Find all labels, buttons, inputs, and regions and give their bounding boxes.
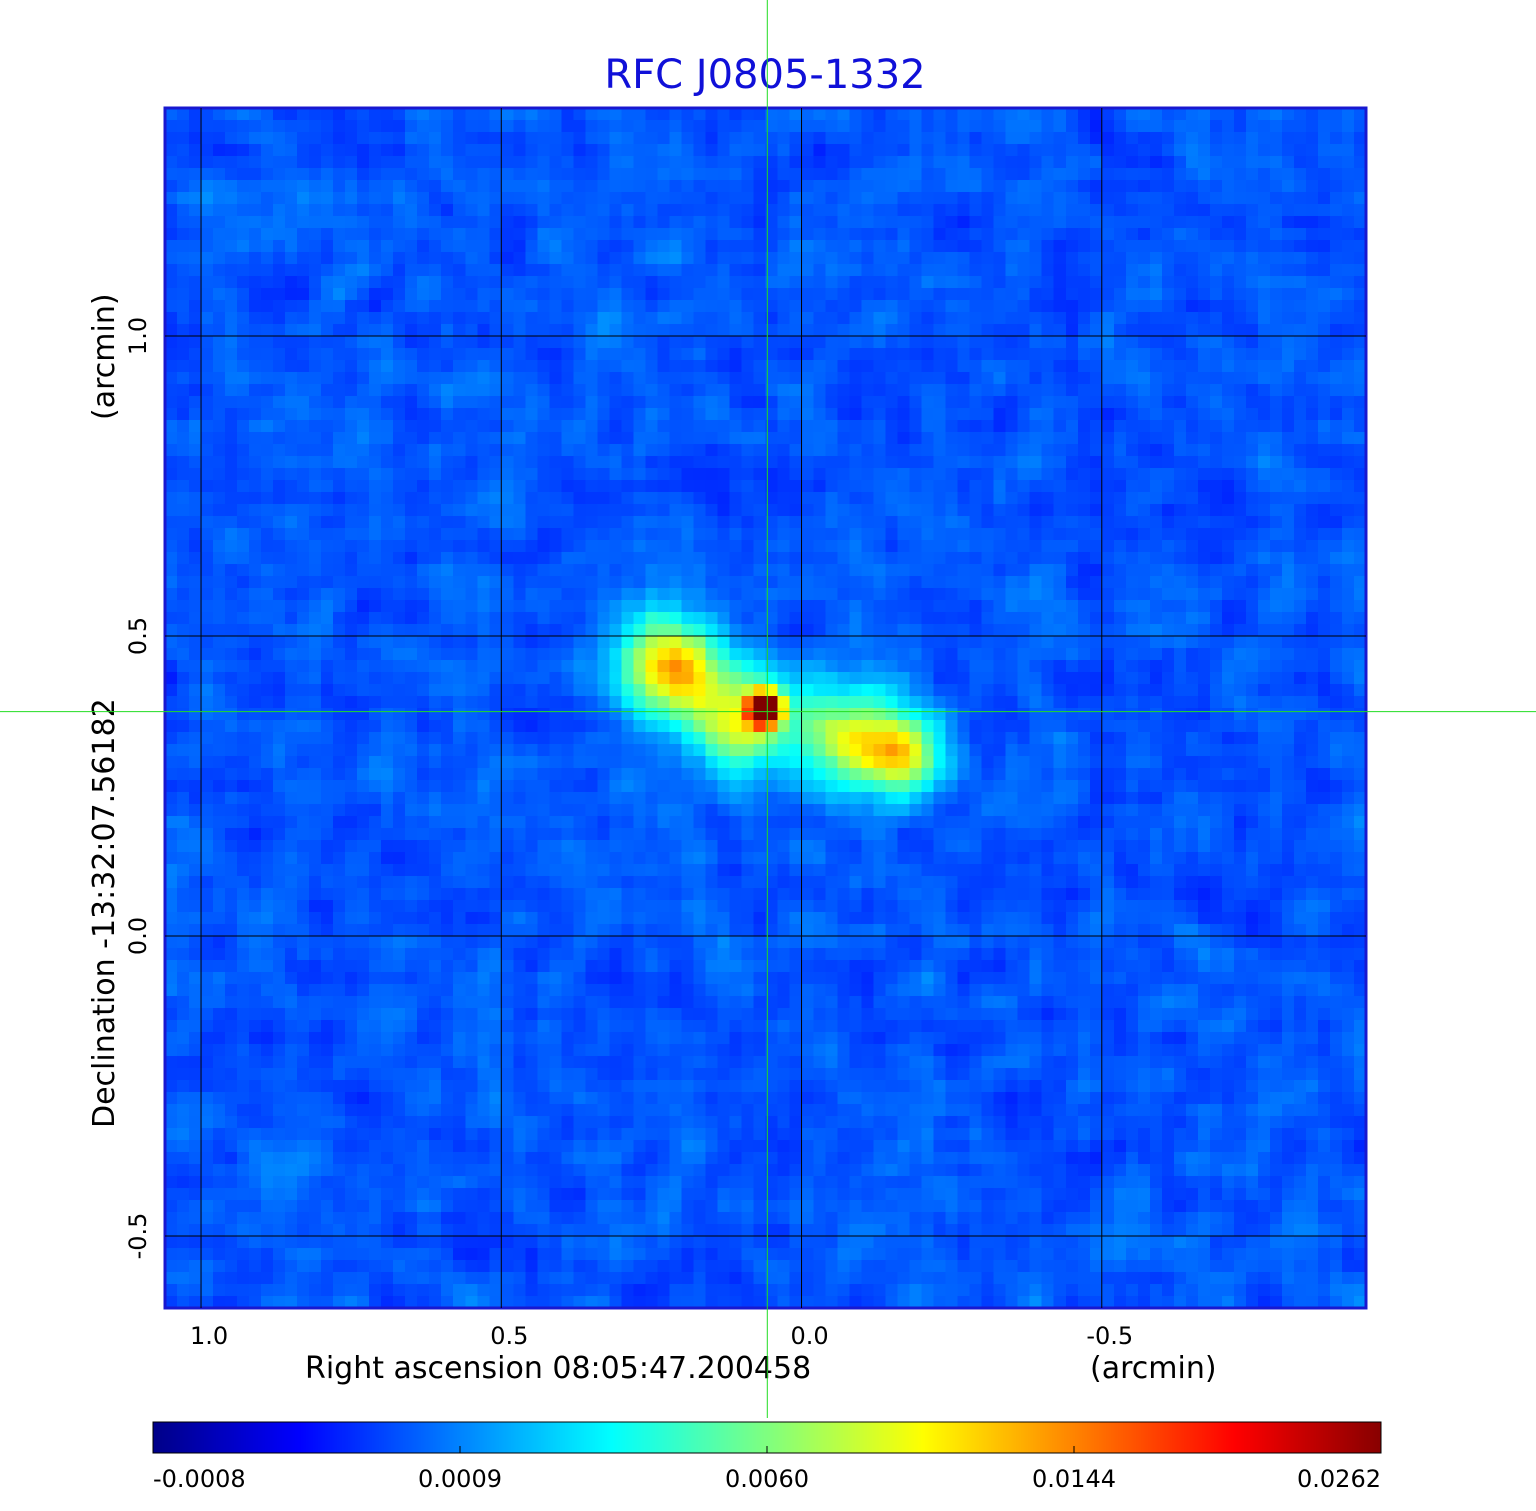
y-axis-unit: (arcmin) [87, 293, 122, 420]
colorbar: -0.0008 0.0009 0.0060 0.0144 0.0262 [152, 1421, 1382, 1493]
y-tick-labels: 1.0 0.5 0.0 -0.5 [124, 317, 152, 1260]
x-axis-label: Right ascension 08:05:47.200458 [305, 1351, 811, 1386]
x-axis-unit: (arcmin) [1090, 1351, 1217, 1386]
crosshair [0, 0, 1536, 1418]
y-tick-label: 0.0 [124, 917, 152, 955]
colorbar-tick-label: 0.0144 [1032, 1465, 1116, 1493]
chart-title: RFC J0805-1332 [604, 52, 925, 98]
colorbar-tick-label: 0.0060 [725, 1465, 809, 1493]
colorbar-tick-label: 0.0009 [418, 1465, 502, 1493]
y-tick-label: -0.5 [124, 1213, 152, 1260]
colorbar-tick-labels: -0.0008 0.0009 0.0060 0.0144 0.0262 [152, 1446, 1382, 1493]
plot-frame [163, 106, 1368, 1310]
x-tick-label: 1.0 [190, 1322, 228, 1350]
x-tick-labels: 1.0 0.5 0.0 -0.5 [190, 1322, 1133, 1350]
colorbar-tick-label: -0.0008 [153, 1465, 246, 1493]
y-tick-label: 0.5 [124, 617, 152, 655]
x-tick-label: 0.0 [790, 1322, 828, 1350]
plot-area [163, 106, 1368, 1310]
intensity-map [165, 108, 1366, 1308]
grid-lines [165, 108, 1366, 1308]
x-tick-label: -0.5 [1086, 1322, 1133, 1350]
y-tick-label: 1.0 [124, 317, 152, 355]
colorbar-tick-label: 0.0262 [1297, 1465, 1381, 1493]
x-tick-label: 0.5 [490, 1322, 528, 1350]
y-axis-label: Declination -13:32:07.56182 [87, 698, 122, 1128]
